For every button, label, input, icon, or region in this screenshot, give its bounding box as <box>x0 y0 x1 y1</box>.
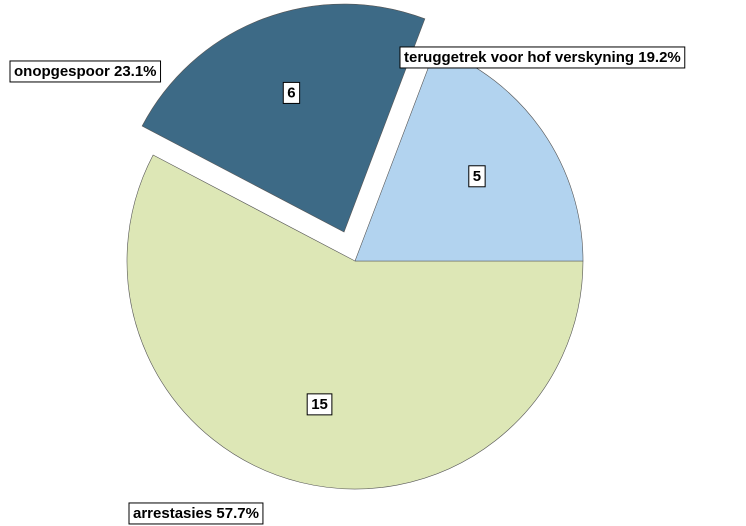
label-box: 15 <box>306 393 333 416</box>
label-text: 15 <box>311 396 328 413</box>
label-border <box>468 165 486 188</box>
label-border <box>128 502 264 525</box>
label-border <box>9 60 162 83</box>
label-box: 6 <box>282 81 301 104</box>
label-text: 5 <box>473 168 481 185</box>
label-text: 6 <box>287 84 295 101</box>
label-box: onopgespoor 23.1% <box>9 60 162 83</box>
label-border <box>306 393 333 416</box>
label-text: teruggetrek voor hof verskyning 19.2% <box>404 49 681 66</box>
label-text: onopgespoor 23.1% <box>14 63 157 80</box>
pie-slice <box>126 154 584 490</box>
label-border <box>399 46 686 69</box>
label-text: arrestasies 57.7% <box>133 505 259 522</box>
label-box: arrestasies 57.7% <box>128 502 264 525</box>
label-border <box>282 81 301 104</box>
pie-slice <box>141 3 426 233</box>
label-box: 5 <box>468 165 486 188</box>
label-box: teruggetrek voor hof verskyning 19.2% <box>399 46 686 69</box>
